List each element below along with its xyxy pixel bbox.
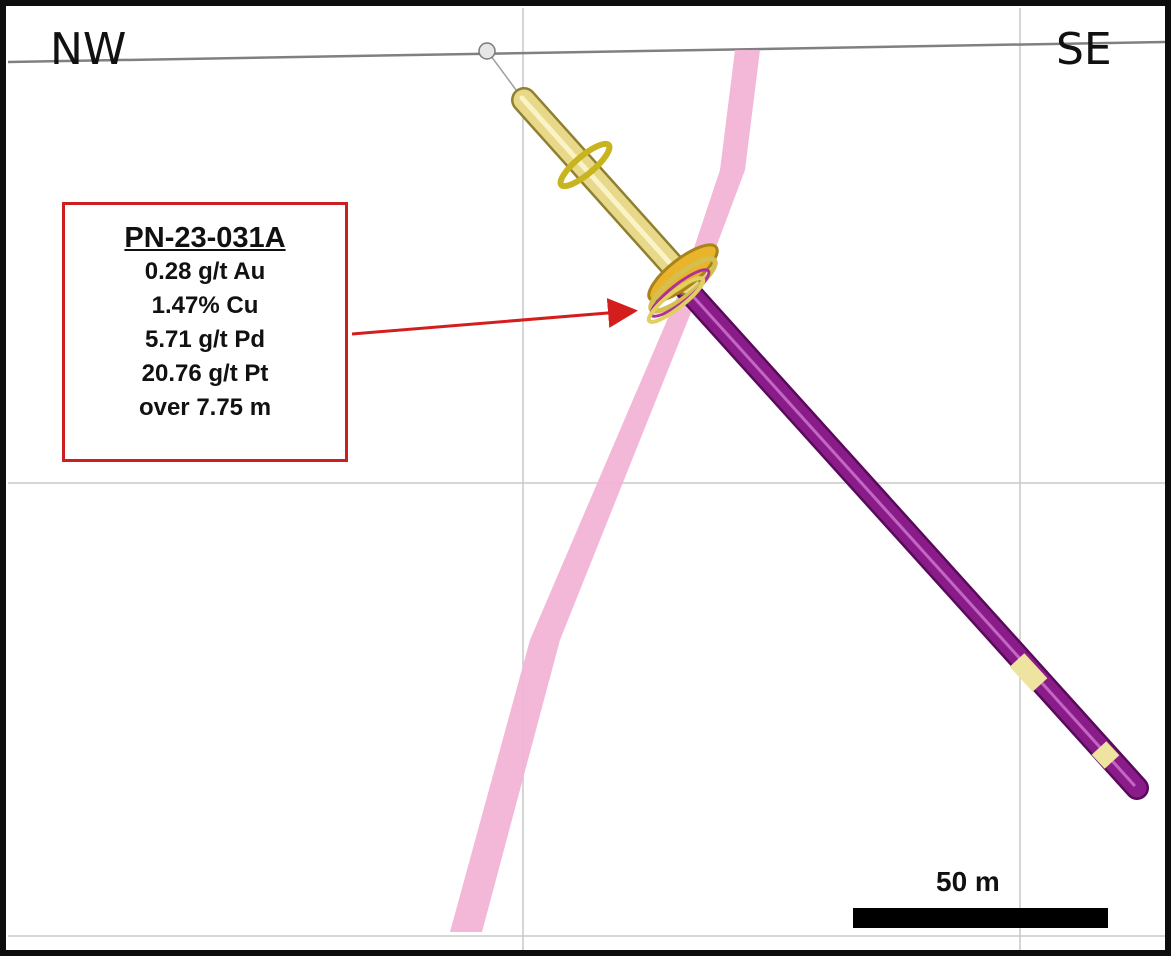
assay-callout-box: PN-23-031A 0.28 g/t Au 1.47% Cu 5.71 g/t… [62, 202, 348, 462]
topography-line [7, 40, 1166, 64]
direction-label-se: SE [1056, 24, 1112, 75]
scale-bar-label: 50 m [936, 866, 1000, 897]
scale-bar [853, 908, 1108, 928]
drill-hole-upper-highlight [519, 95, 688, 283]
assay-interval-length: over 7.75 m [138, 394, 272, 421]
assay-gold: 0.28 g/t Au [144, 258, 266, 285]
mineralized-zone [450, 50, 760, 932]
assay-platinum: 20.76 g/t Pt [141, 360, 269, 387]
drill-hole-lower-highlight [679, 281, 1136, 787]
upper-sample-ring [557, 140, 613, 190]
sample-band-lower-1 [1009, 653, 1048, 692]
drill-hole-id: PN-23-031A [124, 222, 286, 254]
direction-label-nw: NW [50, 24, 127, 75]
grid [8, 8, 1165, 950]
sample-band-lower-2 [1091, 741, 1120, 769]
collar-marker [478, 42, 496, 60]
intercept-ring-lower [646, 276, 706, 324]
callout-arrow [351, 298, 638, 336]
assay-copper: 1.47% Cu [151, 292, 259, 319]
assay-palladium: 5.71 g/t Pd [144, 326, 266, 353]
intercept-rings [646, 243, 719, 324]
